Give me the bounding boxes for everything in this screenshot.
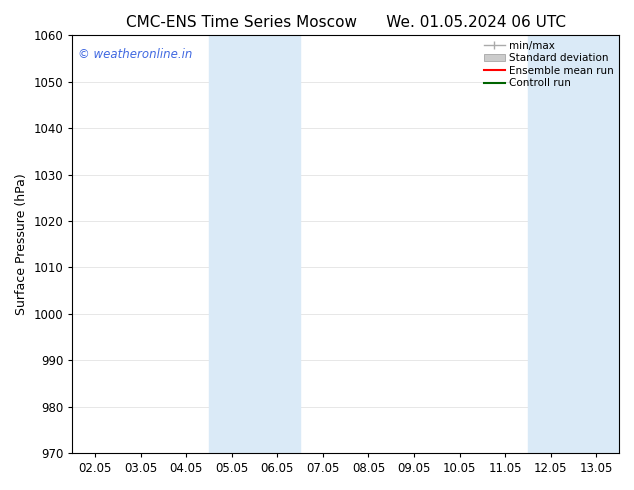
Bar [528,35,619,453]
Bar [209,35,300,453]
Text: © weatheronline.in: © weatheronline.in [78,48,192,61]
Y-axis label: Surface Pressure (hPa): Surface Pressure (hPa) [15,173,28,315]
Legend: min/max, Standard deviation, Ensemble mean run, Controll run: min/max, Standard deviation, Ensemble me… [482,38,616,91]
Title: CMC-ENS Time Series Moscow      We. 01.05.2024 06 UTC: CMC-ENS Time Series Moscow We. 01.05.202… [126,15,566,30]
